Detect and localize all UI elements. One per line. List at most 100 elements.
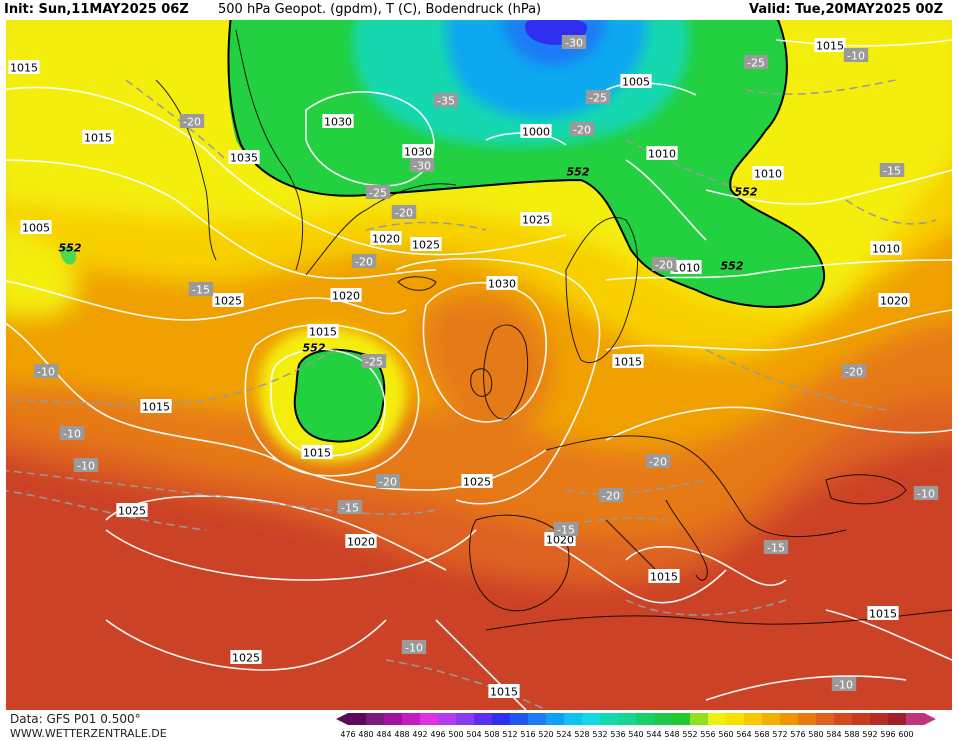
temperature-label: -35 — [433, 93, 459, 108]
svg-text:1015: 1015 — [309, 326, 337, 339]
legend-swatch — [510, 713, 528, 725]
legend-swatch — [492, 713, 510, 725]
legend-tick-label: 560 — [718, 730, 733, 739]
svg-text:1025: 1025 — [214, 295, 242, 308]
valid-time: Valid: Tue,20MAY2025 00Z — [749, 2, 943, 17]
legend-swatch — [816, 713, 834, 725]
greenland-coast — [235, 29, 457, 276]
svg-text:-20: -20 — [395, 207, 413, 220]
black-sea — [825, 474, 907, 505]
svg-text:552: 552 — [567, 166, 590, 179]
pressure-label: 1020 — [345, 534, 377, 549]
pressure-label: 1015 — [307, 324, 339, 339]
temperature-label: -30 — [561, 35, 587, 50]
legend-tick-label: 504 — [466, 730, 481, 739]
svg-text:-25: -25 — [369, 187, 387, 200]
svg-text:-20: -20 — [379, 476, 397, 489]
svg-text:1025: 1025 — [463, 476, 491, 489]
temperature-label: -15 — [763, 540, 789, 555]
geopotential-label: 552 — [721, 260, 744, 273]
init-time: Init: Sun,11MAY2025 06Z — [4, 2, 189, 17]
pressure-label: 1020 — [370, 231, 402, 246]
chart-title: 500 hPa Geopot. (gpdm), T (C), Bodendruc… — [218, 2, 542, 17]
pressure-label: 1015 — [82, 130, 114, 145]
legend-tick-label: 592 — [862, 730, 877, 739]
legend-tick-label: 536 — [610, 730, 625, 739]
legend-tick-label: 572 — [772, 730, 787, 739]
legend-arrow-high — [924, 713, 936, 725]
pressure-label: 1015 — [612, 354, 644, 369]
iceland — [397, 276, 437, 291]
pressure-label: 1025 — [116, 503, 148, 518]
geopotential-contour — [227, 20, 825, 443]
temperature-label: -20 — [569, 122, 595, 137]
svg-text:-25: -25 — [589, 92, 607, 105]
svg-text:1010: 1010 — [872, 243, 900, 256]
pressure-label: 1015 — [8, 60, 40, 75]
temperature-label: -20 — [598, 488, 624, 503]
svg-text:1020: 1020 — [332, 290, 360, 303]
svg-text:1015: 1015 — [614, 356, 642, 369]
pressure-label: 1010 — [646, 146, 678, 161]
svg-text:-10: -10 — [835, 679, 853, 692]
legend-swatch — [780, 713, 798, 725]
svg-text:-15: -15 — [557, 524, 575, 537]
temperature-label: -20 — [375, 474, 401, 489]
svg-text:-20: -20 — [649, 456, 667, 469]
temperature-label: -20 — [645, 454, 671, 469]
legend-tick-label: 588 — [844, 730, 859, 739]
svg-text:-20: -20 — [573, 124, 591, 137]
svg-text:1015: 1015 — [84, 132, 112, 145]
svg-text:1000: 1000 — [522, 126, 550, 139]
svg-text:1020: 1020 — [880, 295, 908, 308]
legend-tick-label: 596 — [880, 730, 895, 739]
temperature-label: -10 — [401, 640, 427, 655]
svg-text:1010: 1010 — [648, 148, 676, 161]
svg-text:1020: 1020 — [546, 534, 574, 547]
legend-tick-label: 548 — [664, 730, 679, 739]
legend-tick-label: 484 — [376, 730, 391, 739]
cutoff-green — [294, 349, 385, 442]
weather-map[interactable]: 1015 1015 1035 1030 1030 1000 1005 1010 1010 1015… — [6, 20, 952, 710]
legend-swatch — [636, 713, 654, 725]
svg-text:1015: 1015 — [10, 62, 38, 75]
svg-text:1035: 1035 — [230, 152, 258, 165]
svg-text:-10: -10 — [77, 460, 95, 473]
temperature-label: -25 — [361, 354, 387, 369]
legend-swatch — [834, 713, 852, 725]
svg-text:1010: 1010 — [754, 168, 782, 181]
svg-text:1015: 1015 — [303, 447, 331, 460]
pressure-label: 1030 — [402, 144, 434, 159]
legend-tick-label: 532 — [592, 730, 607, 739]
legend-swatch — [906, 713, 924, 725]
legend-tick-label: 540 — [628, 730, 643, 739]
legend-swatch — [366, 713, 384, 725]
legend-swatch — [762, 713, 780, 725]
temperature-label: -20 — [841, 364, 867, 379]
svg-text:552: 552 — [303, 342, 326, 355]
svg-text:1010: 1010 — [672, 262, 700, 275]
legend-tick-label: 568 — [754, 730, 769, 739]
pressure-label: 1030 — [486, 276, 518, 291]
pressure-label: 1015 — [867, 606, 899, 621]
svg-text:-10: -10 — [917, 488, 935, 501]
legend-swatch — [546, 713, 564, 725]
svg-text:1015: 1015 — [490, 686, 518, 699]
scandinavia — [565, 217, 638, 363]
temperature-label: -20 — [351, 254, 377, 269]
temperature-label: -10 — [843, 48, 869, 63]
svg-text:-20: -20 — [602, 490, 620, 503]
svg-text:1030: 1030 — [324, 116, 352, 129]
svg-text:1030: 1030 — [488, 278, 516, 291]
website-credit[interactable]: WWW.WETTERZENTRALE.DE — [10, 727, 167, 740]
legend-swatch — [582, 713, 600, 725]
legend-swatch — [618, 713, 636, 725]
pressure-label: 1025 — [230, 650, 262, 665]
geopotential-label: 552 — [303, 342, 326, 355]
legend-swatch — [456, 713, 474, 725]
svg-text:-20: -20 — [355, 256, 373, 269]
pressure-label: 1025 — [461, 474, 493, 489]
pressure-label: 1035 — [228, 150, 260, 165]
svg-text:1015: 1015 — [869, 608, 897, 621]
temperature-label: -10 — [831, 677, 857, 692]
